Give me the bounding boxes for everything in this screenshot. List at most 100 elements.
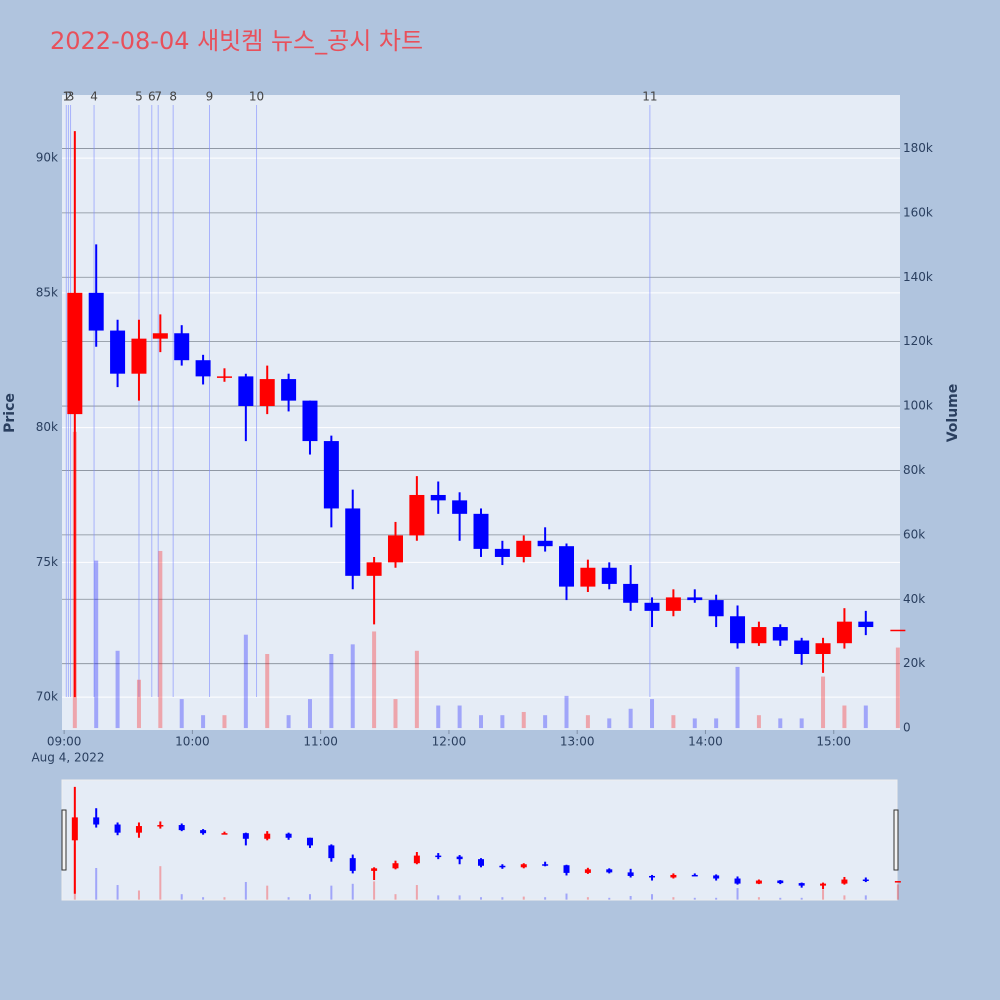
slider-volume-bar (180, 894, 183, 900)
candle-body (366, 562, 382, 576)
volume-bar (863, 705, 868, 729)
slider-volume-bar (223, 897, 226, 900)
volume-bar (799, 718, 804, 729)
candle-body (751, 627, 767, 644)
candle-body (644, 602, 660, 611)
volume-bar (756, 715, 761, 729)
y-tick-label: 70k (36, 690, 58, 704)
volume-bar (628, 708, 633, 729)
volume-bar (500, 715, 505, 729)
candle-body (452, 500, 468, 514)
slider-volume-bar (736, 888, 739, 900)
volume-bar (136, 679, 141, 729)
slider-candle-body (328, 845, 335, 859)
slider-candle-body (606, 869, 613, 873)
volume-bar (821, 676, 826, 729)
slider-candle-body (349, 858, 356, 871)
slider-volume-bar (394, 894, 397, 900)
y2-tick-label: 20k (903, 656, 925, 670)
slider-candle-body (435, 855, 442, 858)
candle-body (409, 494, 425, 536)
slider-candle-body (499, 865, 506, 868)
volume-bar (714, 718, 719, 729)
slider-volume-bar (351, 883, 354, 900)
volume-bar (307, 699, 312, 729)
slider-volume-bar (565, 893, 568, 900)
candle-body (88, 292, 104, 331)
candle-body (473, 513, 489, 549)
candle-body (730, 616, 746, 644)
candle-body (772, 627, 788, 641)
candle-body (687, 597, 703, 601)
slider-candle-body (242, 833, 249, 839)
slider-volume-bar (629, 895, 632, 900)
rangeslider-handle[interactable] (893, 809, 899, 871)
volume-bar (607, 718, 612, 729)
candle-body (259, 379, 275, 407)
volume-bar (735, 666, 740, 729)
news-marker-label: 4 (90, 90, 98, 104)
slider-volume-bar (843, 895, 846, 900)
volume-bar (265, 654, 270, 729)
slider-candle-body (820, 883, 827, 886)
slider-volume-bar (608, 897, 611, 900)
y2-tick-label: 120k (903, 334, 933, 348)
slider-candle-body (264, 833, 271, 839)
slider-candle-body (755, 880, 762, 884)
slider-volume-bar (896, 884, 899, 900)
volume-bar (842, 705, 847, 729)
y2-tick-label: 0 (903, 721, 911, 735)
slider-volume-bar (651, 894, 654, 900)
slider-candle-body (413, 855, 420, 864)
candle-body (494, 548, 510, 557)
slider-volume-bar (116, 885, 119, 900)
slider-volume-bar (757, 897, 760, 900)
x-tick-label: 09:00 (47, 735, 82, 749)
slider-candle-body (894, 881, 901, 883)
slider-volume-bar (202, 897, 205, 900)
slider-candle-body (841, 879, 848, 884)
candle-body (281, 379, 297, 401)
slider-candle-body (478, 859, 484, 866)
volume-bar (692, 718, 697, 729)
x-tick-label: 11:00 (303, 735, 338, 749)
volume-bar (585, 715, 590, 729)
slider-candle-body (627, 872, 634, 876)
y-axis-title: Price (2, 393, 18, 433)
volume-bar (543, 715, 548, 729)
slider-volume-bar (544, 897, 547, 900)
candle-body (516, 540, 532, 557)
slider-volume-bar (137, 890, 140, 900)
volume-bar (115, 650, 120, 729)
volume-bar (895, 647, 900, 729)
x-tick-label: 15:00 (816, 735, 851, 749)
slider-candle-body (371, 868, 378, 871)
slider-candle-body (135, 826, 142, 833)
volume-bar (436, 705, 441, 729)
slider-candle-body (114, 824, 121, 833)
rangeslider-handle[interactable] (61, 809, 67, 871)
candle-body (815, 643, 831, 654)
slider-candle-body (862, 879, 869, 882)
slider-candle-body (71, 817, 78, 841)
rangeslider-bg (61, 779, 898, 901)
volume-bar (350, 644, 355, 729)
volume-bar (94, 560, 99, 729)
volume-bar (671, 715, 676, 729)
slider-volume-bar (458, 895, 461, 900)
slider-volume-bar (522, 896, 525, 900)
slider-candle-body (306, 837, 313, 846)
volume-bar (650, 699, 655, 729)
slider-volume-bar (244, 881, 247, 900)
slider-volume-bar (672, 897, 675, 900)
candle-body (345, 508, 361, 576)
slider-candle-body (221, 833, 228, 835)
slider-volume-bar (779, 897, 782, 900)
slider-candle-body (392, 863, 399, 869)
y-tick-label: 85k (36, 285, 58, 299)
candle-body (430, 494, 446, 501)
slider-candle-body (178, 825, 185, 831)
candle-body (836, 621, 852, 644)
